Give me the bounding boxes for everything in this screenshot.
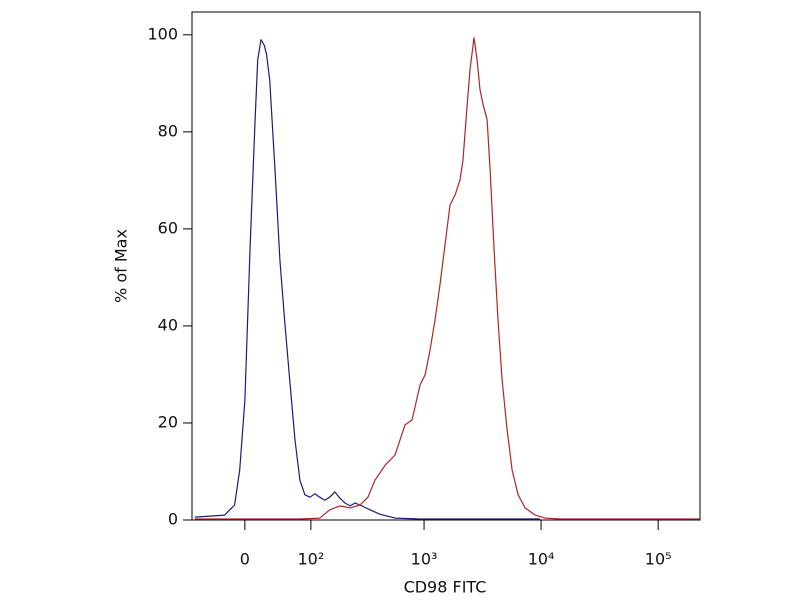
y-tick-label: 40 xyxy=(158,315,178,334)
x-tick-label: 10⁵ xyxy=(645,550,672,569)
plot-frame xyxy=(191,11,701,521)
y-axis-label: % of Max xyxy=(112,229,131,303)
x-tick-label: 10² xyxy=(297,550,324,569)
y-tick-label: 0 xyxy=(168,510,178,529)
x-tick-label: 0 xyxy=(240,550,250,569)
x-tick-label: 10³ xyxy=(411,550,438,569)
y-tick-label: 100 xyxy=(147,24,178,43)
histogram-line xyxy=(194,39,541,520)
y-tick-label: 20 xyxy=(158,412,178,431)
y-tick-label: 60 xyxy=(158,218,178,237)
x-axis-label: CD98 FITC xyxy=(404,578,487,597)
y-tick-label: 80 xyxy=(158,121,178,140)
histogram-line xyxy=(194,37,700,520)
x-tick-label: 10⁴ xyxy=(528,550,555,569)
